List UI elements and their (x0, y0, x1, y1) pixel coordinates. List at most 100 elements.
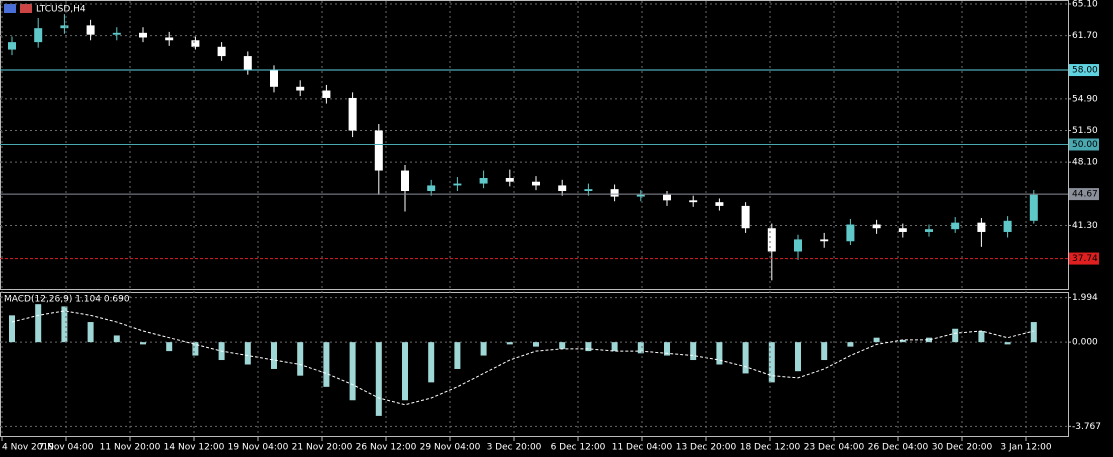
candle-body (846, 224, 855, 242)
candle-body (8, 42, 16, 50)
candle-body (86, 25, 95, 35)
x-tick-label: 13 Dec 20:00 (676, 443, 737, 453)
macd-bar (244, 342, 251, 365)
macd-bar (795, 342, 801, 372)
candle-body (479, 177, 488, 184)
macd-bar (821, 342, 828, 361)
macd-bar (533, 342, 539, 347)
macd-bar (978, 330, 985, 343)
x-tick-label: 26 Dec 04:00 (868, 443, 929, 453)
candle-body (60, 25, 69, 29)
price-level-box (1069, 64, 1099, 77)
price-panel-frame (0, 0, 1069, 290)
x-tick-label: 26 Nov 12:00 (356, 443, 417, 453)
macd-bar (480, 342, 487, 356)
candle-body (270, 70, 278, 87)
y-tick-label: 1.994 (1072, 293, 1098, 303)
x-tick-label: 7 Nov 04:00 (39, 443, 94, 453)
indicator-label: MACD(12,26,9) 1.104 0.690 (4, 295, 130, 305)
signal-line (11, 310, 1034, 406)
y-tick-label: 41.30 (1072, 221, 1098, 231)
candle-body (532, 181, 540, 186)
candle-body (951, 222, 960, 230)
macd-bar (716, 342, 723, 365)
candle-body (401, 170, 409, 192)
x-tick-label: 30 Dec 20:00 (932, 443, 993, 453)
macd-bar (402, 342, 408, 401)
x-tick-label: 4 Nov 2019 (2, 443, 54, 453)
candle-body (139, 32, 147, 38)
x-tick-label: 3 Dec 20:00 (487, 443, 542, 453)
macd-bar (35, 304, 42, 343)
candle-body (636, 194, 645, 197)
candle-body (820, 239, 829, 242)
candle-body (191, 40, 200, 47)
price-level-box (1069, 252, 1099, 265)
macd-bar (637, 342, 644, 354)
macd-bar (349, 342, 356, 401)
macd-bar (952, 328, 959, 343)
macd-bar (113, 335, 120, 343)
macd-bar (899, 339, 906, 343)
candle-body (1029, 194, 1038, 221)
candle-body (348, 97, 357, 131)
symbol-label: LTCUSD,H4 (36, 5, 86, 15)
macd-bar (585, 342, 592, 352)
macd-bar (1030, 322, 1037, 343)
candle-body (453, 183, 462, 186)
candle-body (689, 200, 698, 203)
candle-body (584, 189, 593, 192)
candle-body (427, 185, 436, 192)
candle-body (663, 194, 671, 201)
candle-body (898, 228, 907, 232)
x-tick-label: 3 Jan 12:00 (1000, 443, 1052, 453)
y-tick-label: 65.10 (1072, 0, 1098, 9)
flag-icon (20, 4, 32, 13)
macd-bar (271, 342, 277, 369)
candle-body (767, 228, 776, 252)
price-level-box (1069, 188, 1099, 201)
y-tick-label: 0.000 (1072, 338, 1098, 348)
macd-bar (611, 342, 618, 352)
x-tick-label: 29 Nov 04:00 (420, 443, 481, 453)
x-tick-label: 6 Dec 12:00 (551, 443, 606, 453)
candle-body (243, 56, 252, 71)
macd-bar (768, 342, 775, 383)
macd-bar (873, 337, 880, 343)
y-tick-label: 48.10 (1072, 158, 1098, 168)
macd-bar (1004, 342, 1011, 345)
price-level-label: 58.00 (1072, 66, 1098, 76)
x-tick-label: 23 Dec 04:00 (804, 443, 865, 453)
macd-bar (61, 306, 68, 343)
flag-icon (4, 4, 16, 13)
candle-body (715, 202, 724, 206)
macd-bar (506, 342, 513, 345)
x-tick-label: 11 Dec 04:00 (612, 443, 673, 453)
macd-panel-frame (0, 292, 1069, 437)
x-tick-label: 11 Nov 20:00 (100, 443, 161, 453)
macd-bar (297, 342, 304, 376)
price-level-label: 37.74 (1072, 254, 1098, 264)
macd-bar (166, 342, 173, 352)
macd-bar (454, 342, 461, 369)
candle-body (610, 189, 619, 197)
macd-bar (192, 342, 199, 356)
y-tick-label: 51.50 (1072, 126, 1098, 136)
price-level-box (1069, 138, 1099, 151)
macd-bar (323, 342, 330, 387)
macd-bar (375, 342, 382, 416)
x-tick-label: 14 Nov 12:00 (164, 443, 225, 453)
x-tick-label: 21 Nov 20:00 (292, 443, 353, 453)
macd-bar (9, 315, 15, 343)
candle-body (925, 229, 933, 232)
candle-body (374, 130, 383, 171)
x-tick-label: 19 Nov 04:00 (228, 443, 289, 453)
price-level-label: 50.00 (1072, 140, 1098, 150)
candle-body (794, 239, 802, 252)
candle-body (1003, 220, 1012, 232)
macd-bar (428, 342, 435, 383)
macd-bar (926, 337, 932, 343)
macd-bar (690, 342, 697, 361)
